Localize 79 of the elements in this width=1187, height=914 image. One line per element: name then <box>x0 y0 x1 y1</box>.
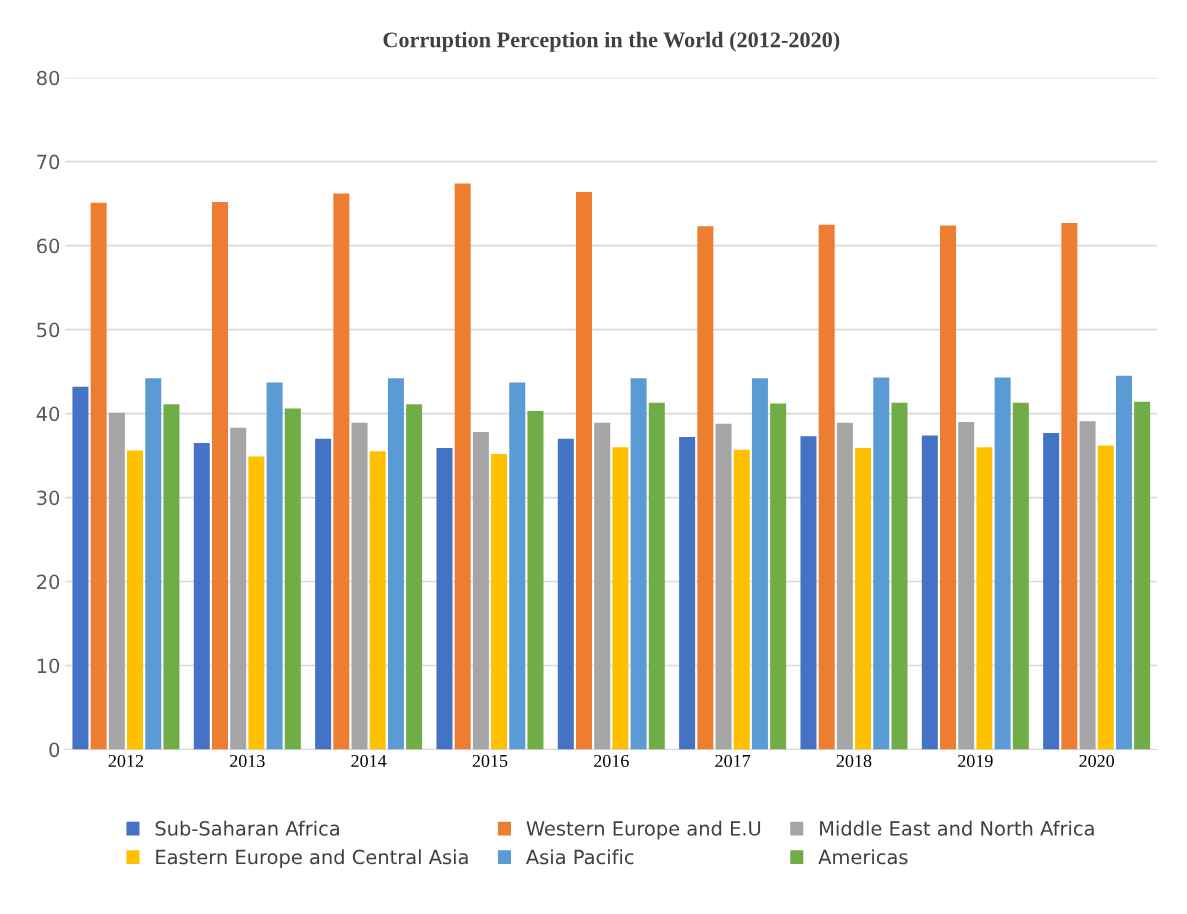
y-tick-label: 60 <box>37 238 60 254</box>
y-tick-label: 40 <box>36 406 60 422</box>
bar <box>491 453 508 750</box>
bar <box>230 427 247 750</box>
chart-title: Corruption Perception in the World (2012-2020) <box>383 31 840 52</box>
legend-label: Sub-Saharan Africa <box>155 820 339 836</box>
bar <box>940 225 957 750</box>
bar <box>800 436 817 750</box>
y-tick-label: 70 <box>37 154 60 170</box>
y-tick-label: 10 <box>37 658 60 674</box>
bar <box>679 437 696 750</box>
bar <box>733 449 750 750</box>
bar <box>1061 222 1078 750</box>
bar <box>315 438 332 750</box>
x-tick-label: 2015 <box>472 754 508 768</box>
bar <box>1097 445 1114 750</box>
bar <box>557 438 574 750</box>
bar <box>715 423 732 750</box>
x-tick-label: 2018 <box>836 754 872 768</box>
x-tick-label: 2016 <box>594 754 629 768</box>
bar <box>72 386 89 750</box>
y-tick-label: 30 <box>37 490 60 506</box>
bar <box>594 422 611 750</box>
bar <box>697 226 714 750</box>
y-tick-label: 20 <box>37 574 60 590</box>
bar <box>836 422 853 750</box>
legend-label: Middle East and North Africa <box>820 820 1094 836</box>
bar <box>248 456 265 750</box>
bar <box>90 202 107 750</box>
x-tick-label: 2013 <box>230 754 265 768</box>
x-tick-label: 2020 <box>1079 754 1115 768</box>
bar <box>630 378 647 750</box>
bar <box>770 403 787 750</box>
bar <box>958 421 975 750</box>
bar <box>333 193 350 750</box>
bar <box>648 402 665 750</box>
bar <box>1079 421 1096 750</box>
bar <box>855 448 872 750</box>
bar <box>472 432 489 750</box>
legend-label: Asia Pacific <box>526 849 634 865</box>
bar <box>436 448 453 750</box>
legend-label: Americas <box>818 849 908 865</box>
bar <box>284 408 301 750</box>
bar <box>1134 401 1151 750</box>
bar <box>818 224 835 750</box>
bar <box>387 378 404 750</box>
bar <box>369 451 386 750</box>
bar <box>509 382 526 750</box>
bar <box>193 442 210 750</box>
bar <box>873 377 890 750</box>
bar <box>976 447 993 750</box>
bar <box>1043 432 1060 750</box>
bar <box>163 404 180 750</box>
bar <box>576 191 593 750</box>
x-tick-label: 2019 <box>958 754 993 768</box>
y-tick-label: 50 <box>37 322 60 338</box>
bar <box>1012 402 1029 750</box>
bar <box>406 404 423 750</box>
y-tick-label: 80 <box>37 70 60 86</box>
bar <box>994 377 1011 750</box>
bar <box>612 447 629 750</box>
x-tick-label: 2014 <box>351 754 387 768</box>
x-tick-label: 2012 <box>108 754 144 768</box>
bar <box>211 201 228 750</box>
legend-label: Eastern Europe and Central Asia <box>156 849 468 869</box>
bar <box>751 378 768 750</box>
y-tick-label: 0 <box>49 742 60 758</box>
bar <box>527 411 544 750</box>
x-tick-label: 2017 <box>715 754 751 768</box>
bar <box>127 450 144 750</box>
legend-label: Western Europe and E.U <box>526 820 761 840</box>
bar <box>145 378 162 750</box>
bar <box>351 422 368 750</box>
bar <box>266 382 283 750</box>
bar <box>891 402 908 750</box>
bar <box>921 435 938 750</box>
bar <box>1115 375 1132 750</box>
bar <box>108 412 125 750</box>
bar <box>454 183 471 750</box>
